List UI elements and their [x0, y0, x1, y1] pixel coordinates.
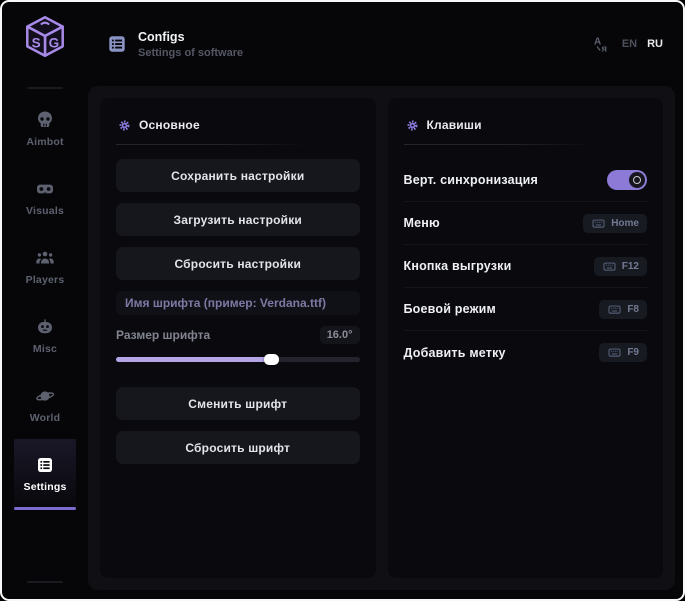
keybind-value: F9 — [627, 347, 639, 358]
reset-settings-button[interactable]: Сбросить настройки — [116, 247, 360, 280]
translate-icon: A я — [594, 37, 607, 55]
gear-icon — [119, 119, 130, 131]
setting-label: Кнопка выгрузки — [403, 259, 512, 273]
vsync-toggle[interactable] — [607, 170, 647, 190]
sidebar-divider-bottom — [27, 581, 63, 583]
keybind-value: F8 — [627, 303, 639, 315]
panel-header: Клавиши — [404, 98, 648, 144]
sidebar-menu: Aimbot Visuals Player — [14, 94, 76, 510]
svg-text:A: A — [594, 37, 601, 48]
change-font-button[interactable]: Сменить шрифт — [116, 387, 360, 420]
sidebar-item-label: Aimbot — [26, 135, 64, 148]
header: Configs Settings of software A я EN RU — [88, 2, 683, 86]
panel-header: Основное — [116, 98, 360, 144]
sidebar-item-aimbot[interactable]: Aimbot — [14, 94, 76, 163]
sidebar-item-players[interactable]: Players — [14, 232, 76, 301]
add-mark-keybind-button[interactable]: F9 — [599, 343, 647, 362]
svg-text:я: я — [601, 44, 607, 55]
font-size-row: Размер шрифта 16.0° — [116, 326, 360, 344]
combat-mode-keybind-row: Боевой режим F8 — [403, 288, 647, 331]
setting-label: Добавить метку — [403, 345, 506, 360]
font-size-value: 16.0° — [319, 326, 360, 344]
page-subtitle: Settings of software — [138, 46, 244, 59]
keybind-value: Home — [611, 217, 639, 229]
svg-text:S: S — [32, 35, 41, 50]
svg-text:G: G — [49, 35, 60, 50]
sidebar-item-label: Misc — [32, 342, 58, 355]
gear-icon — [406, 119, 418, 131]
keys-panel: Клавиши Верт. синхронизация Меню Home — [387, 98, 663, 578]
load-settings-button[interactable]: Загрузить настройки — [116, 203, 360, 236]
menu-keybind-row: Меню Home — [403, 202, 647, 245]
panel-title: Основное — [139, 118, 200, 132]
vsync-row: Верт. синхронизация — [403, 159, 647, 202]
language-switcher: A я EN RU — [592, 34, 663, 55]
main-settings-panel: Основное Сохранить настройки Загрузить н… — [100, 98, 376, 578]
combat-mode-keybind-button[interactable]: F8 — [599, 299, 647, 319]
setting-label: Меню — [403, 216, 440, 230]
sidebar: S G Aimbot Visuals — [2, 2, 88, 599]
setting-label: Боевой режим — [403, 302, 497, 316]
keybind-value: F12 — [621, 260, 639, 272]
main-card: Основное Сохранить настройки Загрузить н… — [88, 86, 675, 590]
sidebar-item-visuals[interactable]: Visuals — [14, 163, 76, 232]
unload-keybind-button[interactable]: F12 — [593, 256, 647, 276]
save-settings-button[interactable]: Сохранить настройки — [116, 159, 360, 192]
sg-cube-logo-icon: S G — [26, 15, 64, 57]
add-mark-keybind-row: Добавить метку F9 — [403, 331, 647, 374]
lang-ru-button[interactable]: RU — [647, 38, 663, 50]
skull-icon — [38, 111, 52, 127]
font-size-slider-fill — [116, 357, 272, 362]
keyboard-icon — [592, 219, 605, 228]
font-size-label: Размер шрифта — [116, 328, 211, 342]
font-size-slider[interactable] — [116, 353, 360, 365]
setting-label: Верт. синхронизация — [403, 173, 539, 187]
font-name-input[interactable] — [116, 291, 360, 315]
list-icon — [38, 457, 52, 472]
toggle-knob — [629, 172, 645, 188]
keyboard-icon — [608, 305, 621, 314]
sidebar-item-label: Visuals — [26, 204, 64, 217]
font-size-slider-knob[interactable] — [263, 354, 279, 365]
sidebar-item-settings[interactable]: Settings — [14, 439, 76, 510]
reset-font-button[interactable]: Сбросить шрифт — [116, 431, 360, 464]
sidebar-divider-top — [27, 87, 63, 89]
panel-title-divider — [116, 144, 306, 145]
sidebar-item-label: World — [29, 411, 61, 424]
panel-title-divider — [403, 144, 594, 145]
unload-keybind-row: Кнопка выгрузки F12 — [403, 245, 647, 288]
players-icon — [36, 251, 54, 263]
planet-icon — [36, 390, 55, 401]
sidebar-item-world[interactable]: World — [14, 370, 76, 439]
menu-keybind-button[interactable]: Home — [583, 213, 647, 233]
sidebar-item-label: Players — [25, 273, 65, 286]
keyboard-icon — [608, 348, 621, 357]
sidebar-item-misc[interactable]: Misc — [14, 301, 76, 370]
configs-icon — [109, 36, 125, 52]
panel-title: Клавиши — [426, 118, 482, 132]
keyboard-icon — [603, 262, 616, 271]
goggles-icon — [37, 184, 53, 193]
robot-face-icon — [38, 318, 52, 333]
page-title: Configs — [138, 29, 185, 44]
lang-en-button[interactable]: EN — [621, 38, 638, 50]
sidebar-item-label: Settings — [23, 480, 67, 493]
